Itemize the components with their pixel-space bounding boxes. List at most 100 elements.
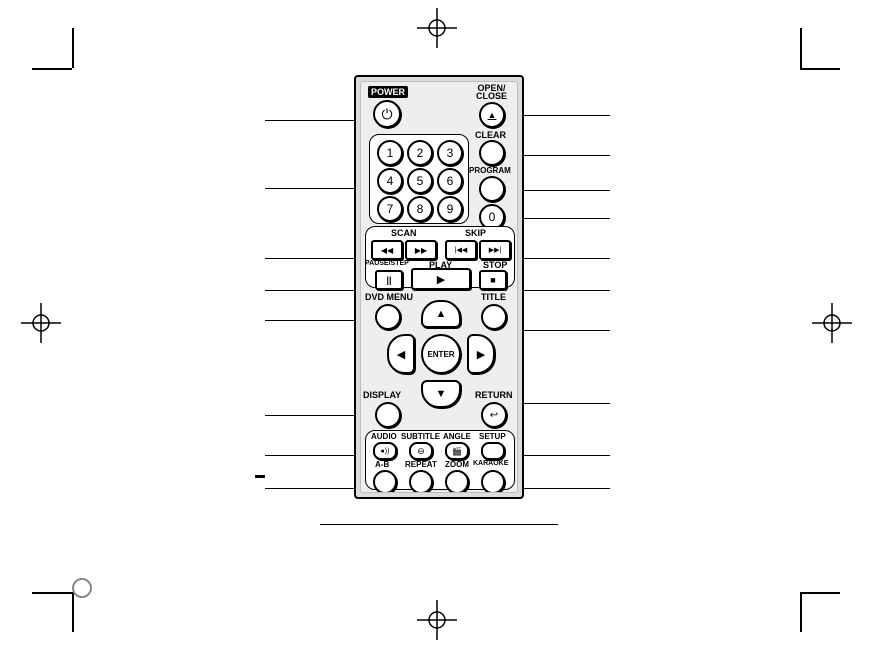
leader-line [520, 115, 610, 116]
leader-line [265, 120, 354, 121]
skip-prev-button[interactable]: |◀◀ [445, 240, 477, 260]
leader-line [265, 415, 354, 416]
skip-next-icon: ▶▶| [489, 246, 502, 254]
display-button[interactable] [375, 402, 401, 428]
num-2-button[interactable]: 2 [407, 140, 433, 166]
leader-line [520, 190, 610, 191]
leader-line [520, 330, 610, 331]
program-button[interactable] [479, 176, 505, 202]
leader-line [520, 155, 610, 156]
num-3-button[interactable]: 3 [437, 140, 463, 166]
angle-icon: 🎬 [452, 447, 462, 456]
audio-label: AUDIO [371, 432, 397, 441]
repeat-label: REPEAT [405, 460, 437, 469]
dpad-up[interactable]: ▲ [421, 300, 461, 328]
leader-line [265, 258, 354, 259]
angle-button[interactable]: 🎬 [445, 442, 469, 460]
audio-icon: ●)) [381, 448, 390, 455]
skip-next-button[interactable]: ▶▶| [479, 240, 511, 260]
dpad-left[interactable]: ◀ [387, 334, 415, 374]
echo-label: ECHO [481, 492, 507, 493]
remote-body: POWER ⏻ OPEN/CLOSE ▲ CLEAR PROGRAM 12345… [354, 75, 524, 499]
return-icon: ↩ [490, 410, 498, 421]
eject-icon: ▲ [488, 110, 497, 120]
pause-icon: || [386, 275, 391, 285]
num-0-label: 0 [489, 210, 496, 224]
scan-rew-icon: ◀◀ [381, 246, 393, 255]
leader-line [520, 258, 610, 259]
zoom-label: ZOOM [445, 460, 469, 469]
right-icon: ▶ [477, 348, 485, 361]
leader-line [520, 488, 610, 489]
setup-label: SETUP [479, 432, 506, 441]
skip-label: SKIP [465, 228, 486, 238]
return-button[interactable]: ↩ [481, 402, 507, 428]
num-6-label: 6 [447, 174, 454, 188]
open-close-button[interactable]: ▲ [479, 102, 505, 128]
num-2-label: 2 [417, 146, 424, 160]
setup-button[interactable] [481, 442, 505, 460]
leader-line [265, 290, 354, 291]
pause-button[interactable]: || [375, 270, 403, 290]
num-7-button[interactable]: 7 [377, 196, 403, 222]
leader-line [265, 488, 354, 489]
enter-label: ENTER [427, 350, 454, 359]
num-5-label: 5 [417, 174, 424, 188]
ab-label: A-B [375, 460, 389, 469]
repeat-button[interactable] [409, 470, 433, 493]
clear-button[interactable] [479, 140, 505, 166]
down-icon: ▼ [436, 388, 447, 400]
registration-mark [417, 600, 457, 640]
num-8-button[interactable]: 8 [407, 196, 433, 222]
display-label: DISPLAY [363, 390, 401, 400]
subtitle-button[interactable]: ⊖ [409, 442, 433, 460]
stop-button[interactable]: ■ [479, 270, 507, 290]
page-number-circle [72, 578, 92, 598]
stop-icon: ■ [490, 275, 495, 285]
power-label: POWER [368, 86, 408, 98]
num-9-label: 9 [447, 202, 454, 216]
num-9-button[interactable]: 9 [437, 196, 463, 222]
leader-line [265, 188, 354, 189]
program-label: PROGRAM [469, 166, 511, 175]
scan-fwd-icon: ▶▶ [415, 246, 427, 255]
scan-rew-button[interactable]: ◀◀ [371, 240, 403, 260]
num-5-button[interactable]: 5 [407, 168, 433, 194]
caption-underline [320, 524, 558, 525]
audio-button[interactable]: ●)) [373, 442, 397, 460]
num-3-label: 3 [447, 146, 454, 160]
registration-mark [417, 8, 457, 48]
num-4-button[interactable]: 4 [377, 168, 403, 194]
subtitle-icon: ⊖ [417, 446, 425, 457]
scan-label: SCAN [391, 228, 417, 238]
num-6-button[interactable]: 6 [437, 168, 463, 194]
stop-label: STOP [483, 260, 507, 270]
play-icon: ▶ [437, 273, 445, 286]
return-label: RETURN [475, 390, 513, 400]
power-button[interactable]: ⏻ [373, 100, 401, 128]
left-icon: ◀ [397, 348, 405, 361]
ab-button[interactable] [373, 470, 397, 493]
remote-inner: POWER ⏻ OPEN/CLOSE ▲ CLEAR PROGRAM 12345… [360, 81, 518, 493]
num-1-button[interactable]: 1 [377, 140, 403, 166]
dpad-right[interactable]: ▶ [467, 334, 495, 374]
enter-button[interactable]: ENTER [421, 334, 461, 374]
registration-mark [21, 303, 61, 343]
open-close-label: OPEN/CLOSE [476, 84, 507, 100]
up-icon: ▲ [436, 308, 447, 320]
leader-line [265, 455, 354, 456]
subtitle-label: SUBTITLE [401, 432, 440, 441]
karaoke-button[interactable] [481, 470, 505, 493]
scan-fwd-button[interactable]: ▶▶ [405, 240, 437, 260]
zoom-button[interactable] [445, 470, 469, 493]
leader-line [265, 320, 354, 321]
num-4-label: 4 [387, 174, 394, 188]
play-button[interactable]: ▶ [411, 268, 471, 290]
num-1-label: 1 [387, 146, 394, 160]
angle-label: ANGLE [443, 432, 471, 441]
pause-step-label: PAUSE/STEP [365, 260, 409, 267]
dpad-down[interactable]: ▼ [421, 380, 461, 408]
dpad: ▲ ▼ ◀ ▶ ENTER [387, 300, 491, 404]
dash-mark [255, 475, 265, 478]
skip-prev-icon: |◀◀ [455, 246, 468, 254]
